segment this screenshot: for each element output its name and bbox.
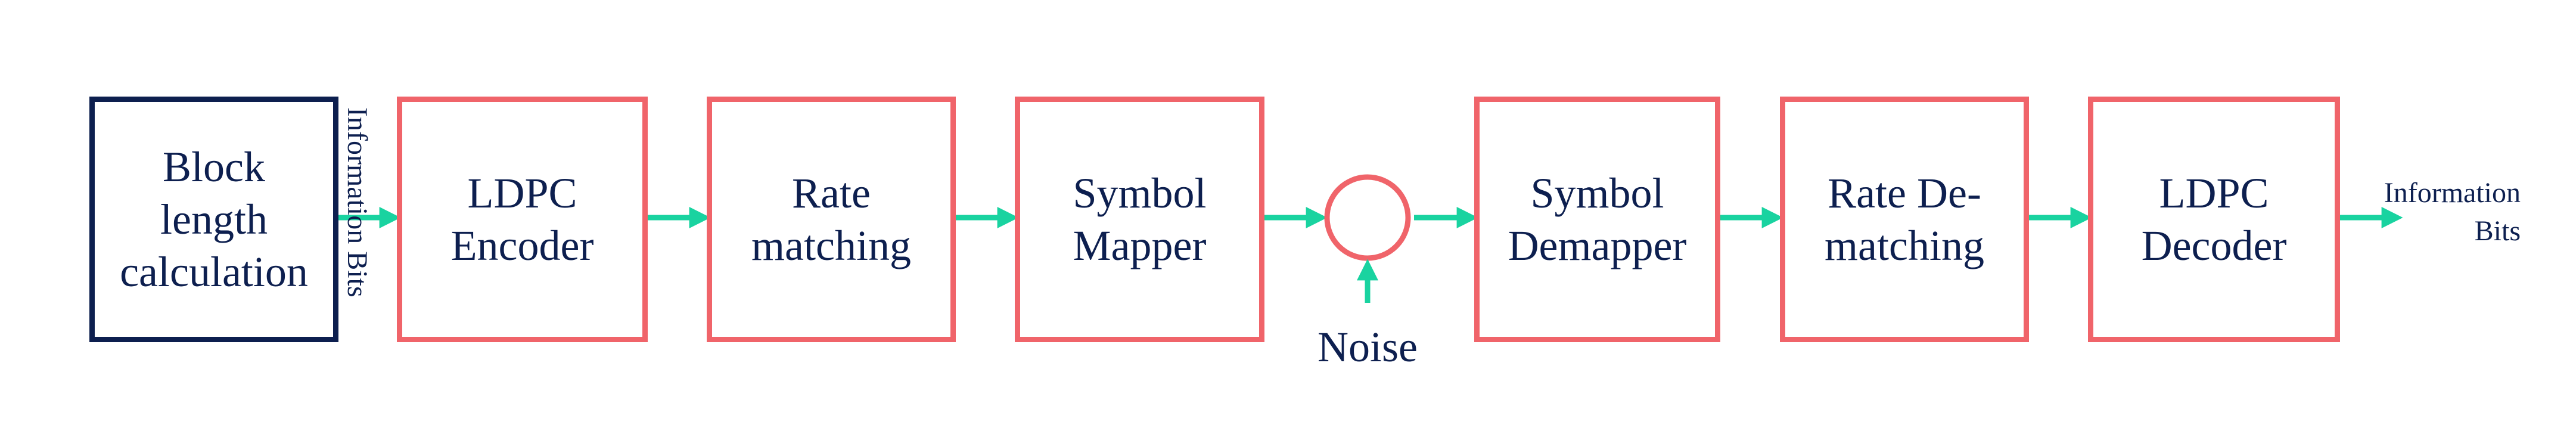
symbol-demapper-block: Symbol Demapper (1474, 97, 1720, 342)
ldpc-encoder-line-2: Encoder (450, 222, 594, 269)
noise-adder-circle (1324, 174, 1411, 261)
symbol-demapper-line-1: Symbol (1530, 169, 1664, 217)
information-bits-vertical-label: Information Bits (341, 107, 373, 297)
symbol-mapper-block: Symbol Mapper (1015, 97, 1264, 342)
symbol-demapper-line-2: Demapper (1508, 222, 1687, 269)
block-length-line-3: calculation (120, 248, 308, 296)
rate-matching-block: Rate matching (707, 97, 956, 342)
rate-matching-line-1: Rate (792, 169, 871, 217)
rate-dematching-block: Rate De- matching (1780, 97, 2029, 342)
symbol-mapper-line-1: Symbol (1073, 169, 1207, 217)
ldpc-decoder-block: LDPC Decoder (2088, 97, 2340, 342)
ldpc-decoder-line-2: Decoder (2141, 222, 2287, 269)
rate-dematching-line-1: Rate De- (1828, 169, 1981, 217)
symbol-mapper-line-2: Mapper (1073, 222, 1207, 269)
ldpc-encoder-line-1: LDPC (467, 169, 577, 217)
rate-dematching-line-2: matching (1825, 222, 1984, 269)
rate-matching-line-2: matching (751, 222, 911, 269)
ldpc-decoder-line-1: LDPC (2159, 169, 2269, 217)
information-bits-output-label: Information Bits (2354, 174, 2521, 250)
information-bits-output-line-1: Information (2384, 177, 2521, 209)
information-bits-output-line-2: Bits (2474, 215, 2521, 247)
ldpc-encoder-block: LDPC Encoder (397, 97, 648, 342)
block-length-calculation: Block length calculation (89, 97, 338, 342)
noise-label: Noise (1317, 323, 1418, 371)
block-length-line-2: length (160, 196, 268, 243)
block-length-line-1: Block (163, 143, 265, 191)
